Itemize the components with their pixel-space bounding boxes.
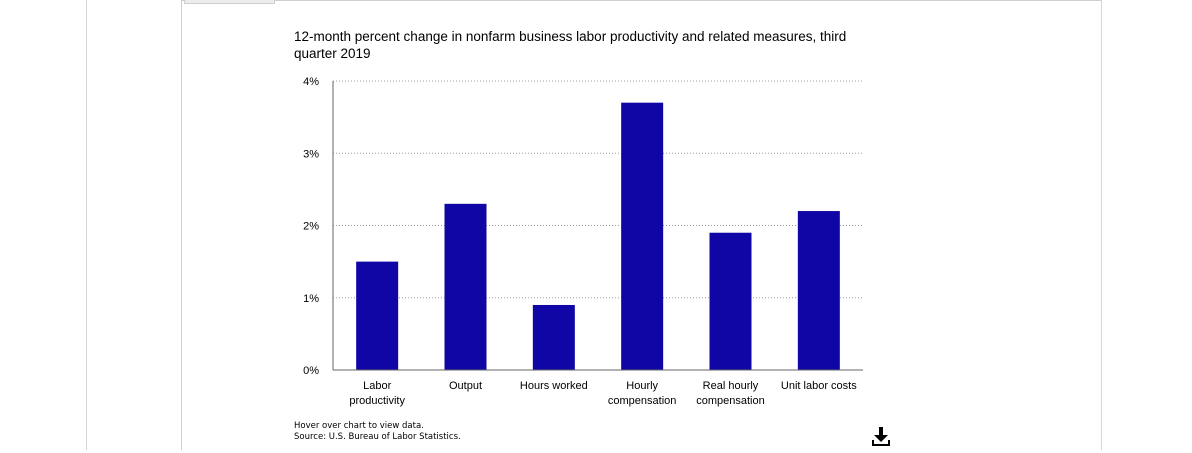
x-tick-label-line: Hourly [626,380,658,392]
x-tick-label: Hours worked [520,380,588,392]
x-tick-label-line: Hours worked [520,380,588,392]
y-tick-label: 1% [303,293,319,305]
x-tick-label: Real hourly compensation [696,380,765,407]
x-tick-label: Labor productivity [349,380,405,407]
x-tick-label-line: productivity [349,395,405,407]
x-tick-label-line: Real hourly [703,380,759,392]
x-tick-label-line: compensation [608,395,677,407]
source-note: Source: U.S. Bureau of Labor Statistics. [294,432,461,442]
page-right-rule [1101,0,1102,450]
bar[interactable] [356,261,399,370]
x-tick-label-line: Unit labor costs [781,380,857,392]
bar[interactable] [444,203,487,370]
chart-notes: Hover over chart to view data. Source: U… [294,421,461,443]
x-tick-label: Output [449,380,482,392]
bar[interactable] [532,304,575,370]
bar[interactable] [621,102,664,371]
page-left-rule [86,0,87,450]
panel-tab[interactable] [184,0,275,4]
y-tick-label: 0% [303,365,319,377]
x-tick-label-line: compensation [696,395,765,407]
chart-panel [181,0,1101,450]
hover-note: Hover over chart to view data. [294,421,424,431]
bar[interactable] [709,232,752,370]
download-button[interactable] [871,424,891,448]
bar[interactable] [797,211,840,370]
x-tick-label: Unit labor costs [781,380,857,392]
y-tick-label: 3% [303,148,319,160]
download-icon [872,427,890,446]
x-tick-label-line: Output [449,380,482,392]
x-tick-label: Hourly compensation [608,380,677,407]
y-tick-label: 2% [303,221,319,233]
y-tick-label: 4% [303,76,319,88]
x-tick-label-line: Labor [363,380,391,392]
chart-title: 12-month percent change in nonfarm busin… [294,29,847,61]
